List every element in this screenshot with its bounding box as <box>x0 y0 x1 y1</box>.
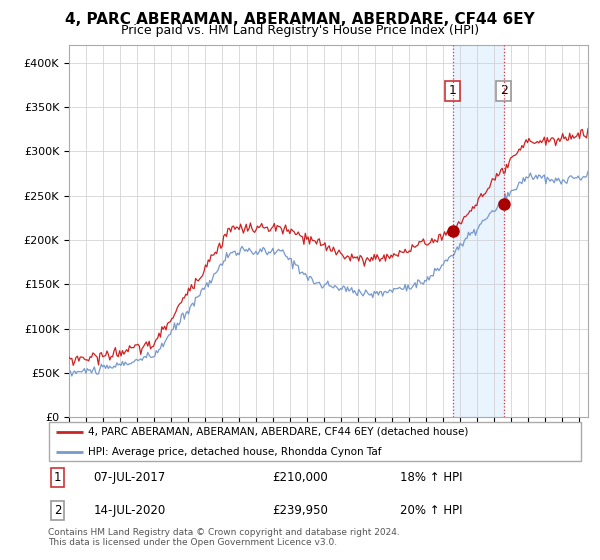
Text: 20% ↑ HPI: 20% ↑ HPI <box>400 504 463 517</box>
FancyBboxPatch shape <box>49 422 581 461</box>
Text: Price paid vs. HM Land Registry's House Price Index (HPI): Price paid vs. HM Land Registry's House … <box>121 24 479 37</box>
Text: HPI: Average price, detached house, Rhondda Cynon Taf: HPI: Average price, detached house, Rhon… <box>88 447 382 457</box>
Text: 2: 2 <box>54 504 61 517</box>
Text: 4, PARC ABERAMAN, ABERAMAN, ABERDARE, CF44 6EY: 4, PARC ABERAMAN, ABERAMAN, ABERDARE, CF… <box>65 12 535 27</box>
Bar <box>452 45 503 417</box>
Text: 1: 1 <box>54 471 61 484</box>
Text: 18% ↑ HPI: 18% ↑ HPI <box>400 471 463 484</box>
Text: 14-JUL-2020: 14-JUL-2020 <box>94 504 166 517</box>
Text: £210,000: £210,000 <box>272 471 328 484</box>
Text: 2: 2 <box>500 85 508 97</box>
Text: 1: 1 <box>449 85 457 97</box>
Text: 07-JUL-2017: 07-JUL-2017 <box>94 471 166 484</box>
Text: 4, PARC ABERAMAN, ABERAMAN, ABERDARE, CF44 6EY (detached house): 4, PARC ABERAMAN, ABERAMAN, ABERDARE, CF… <box>88 427 469 437</box>
Text: Contains HM Land Registry data © Crown copyright and database right 2024.
This d: Contains HM Land Registry data © Crown c… <box>48 528 400 548</box>
Text: £239,950: £239,950 <box>272 504 328 517</box>
